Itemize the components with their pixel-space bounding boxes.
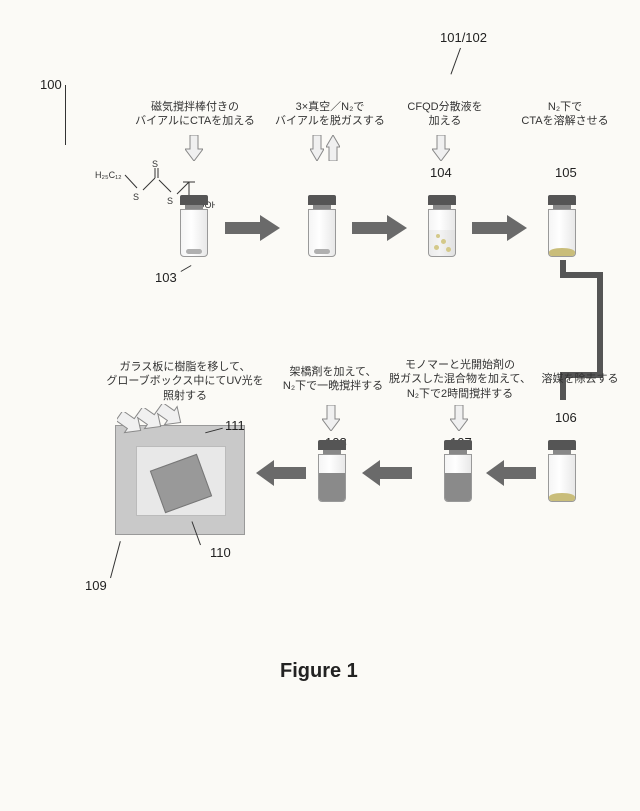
ref-103: 103 [155,270,177,285]
vial-2 [308,195,336,257]
leader-101-102 [450,48,461,75]
down-arrow-2b [326,135,340,161]
ref-109: 109 [85,578,107,593]
svg-text:S: S [133,192,139,202]
step3-label: CFQD分散液を 加える [395,100,495,129]
ref-111: 111 [225,418,245,433]
down-arrow-r2-3 [450,405,468,431]
step5-label: 溶媒を除去する [530,372,630,386]
right-arrow-r1-1 [225,215,280,241]
right-arrow-r1-3 [472,215,527,241]
left-arrow-r2-3 [256,460,306,486]
vial-3 [428,195,456,257]
leader-103 [181,265,192,272]
vial-6 [444,440,472,502]
step4-label: N₂下で CTAを溶解させる [510,100,620,129]
left-arrow-r2-1 [486,460,536,486]
figure-title: Figure 1 [280,660,358,683]
step2-label: 3×真空／N₂で バイアルを脱ガスする [270,100,390,129]
down-arrow-3 [432,135,450,161]
molecule-left-text: H₂₅C₁₂ [95,170,122,180]
ref-104: 104 [430,165,452,180]
uv-arrow-3 [157,404,183,426]
step6-label: モノマーと光開始剤の 脱ガスした混合物を加えて、 N₂下で2時間撹拌する [385,358,535,401]
product-photo [115,425,245,535]
ref-106: 106 [555,410,577,425]
vial-1 [180,195,208,257]
leader-100 [65,85,66,145]
ref-101-102: 101/102 [440,30,487,45]
down-arrow-r2-2 [322,405,340,431]
ref-110: 110 [210,545,231,560]
right-arrow-r1-2 [352,215,407,241]
vial-5 [548,440,576,502]
ref-105: 105 [555,165,577,180]
step8-label: ガラス板に樹脂を移して、 グローブボックス中にてUV光を 照射する [105,360,265,403]
leader-109 [110,541,121,578]
step1-label: 磁気撹拌棒付きの バイアルにCTAを加える [130,100,260,129]
svg-text:S: S [167,196,173,206]
down-arrow-2a [310,135,324,161]
vial-4 [548,195,576,257]
vial-7 [318,440,346,502]
ref-100: 100 [40,77,62,92]
step7-label: 架橋剤を加えて、 N₂下で一晩撹拌する [278,365,388,394]
svg-text:S: S [152,160,158,169]
down-arrow-1 [185,135,203,161]
left-arrow-r2-2 [362,460,412,486]
